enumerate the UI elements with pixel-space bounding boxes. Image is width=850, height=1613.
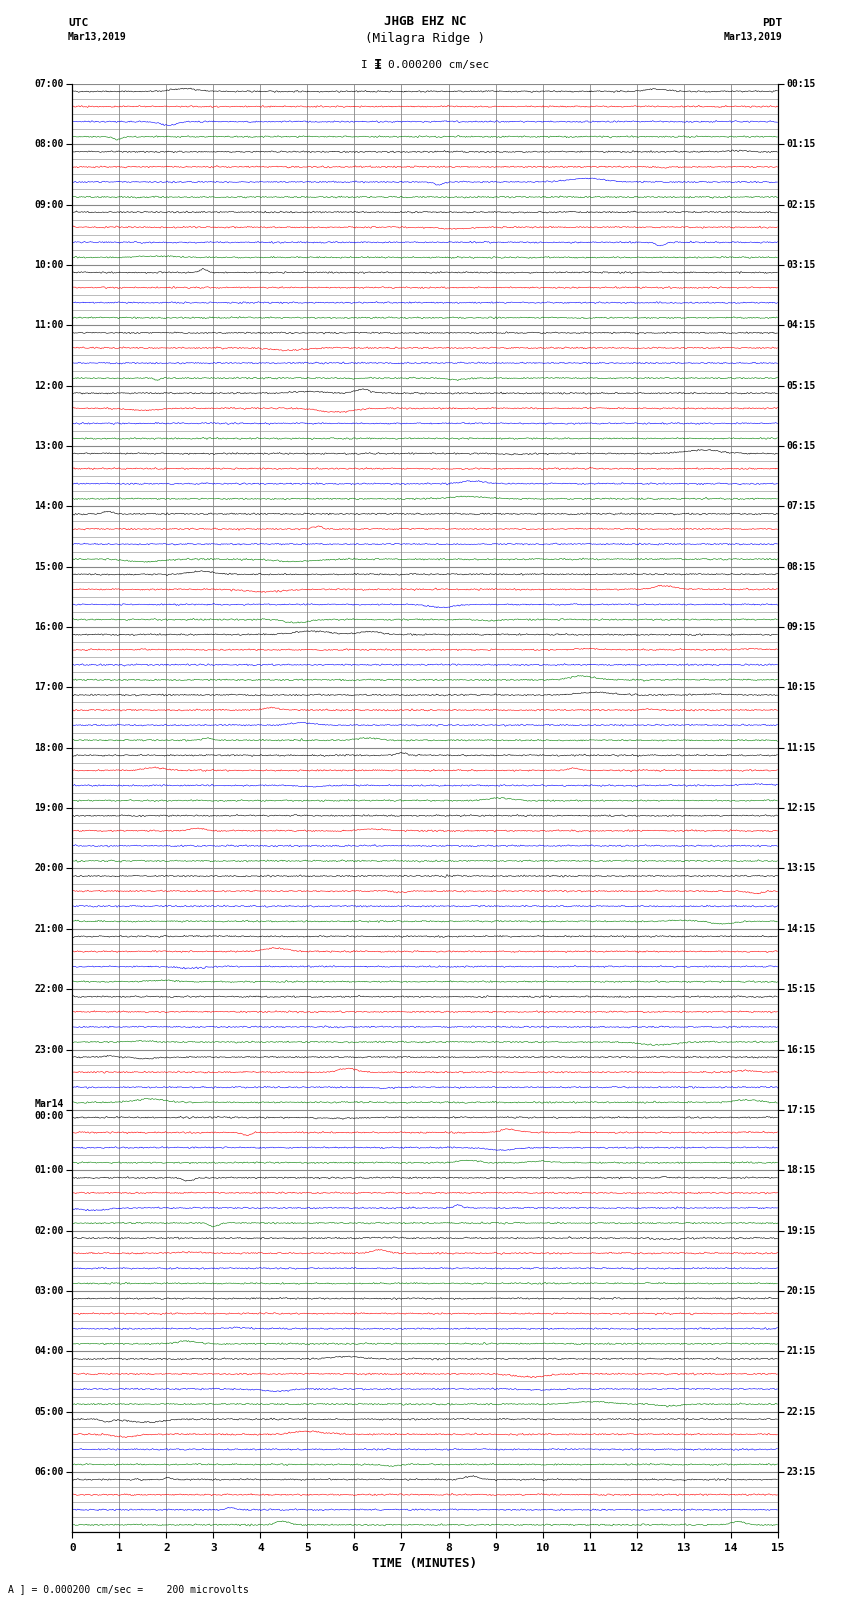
Text: PDT: PDT <box>762 18 782 29</box>
Text: A ] = 0.000200 cm/sec =    200 microvolts: A ] = 0.000200 cm/sec = 200 microvolts <box>8 1584 249 1594</box>
Text: JHGB EHZ NC: JHGB EHZ NC <box>383 15 467 29</box>
Text: (Milagra Ridge ): (Milagra Ridge ) <box>365 32 485 45</box>
Text: I = 0.000200 cm/sec: I = 0.000200 cm/sec <box>361 60 489 69</box>
Text: Mar13,2019: Mar13,2019 <box>68 32 127 42</box>
X-axis label: TIME (MINUTES): TIME (MINUTES) <box>372 1557 478 1569</box>
Text: UTC: UTC <box>68 18 88 29</box>
Text: I: I <box>374 58 382 73</box>
Text: Mar13,2019: Mar13,2019 <box>723 32 782 42</box>
